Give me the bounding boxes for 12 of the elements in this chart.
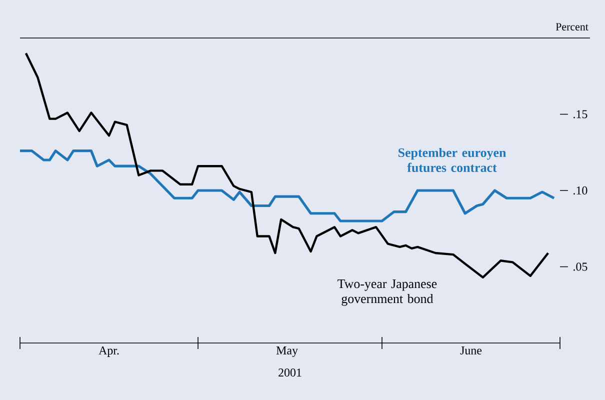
text: Two-year Japanese government bond	[338, 280, 437, 306]
y-tick-label: .10	[574, 186, 588, 195]
series-label: September euroyen futures contract	[398, 148, 506, 172]
y-axis-title: Percent	[556, 23, 588, 30]
x-tick-label: May	[276, 346, 298, 357]
x-tick-label: Apr.	[98, 346, 119, 357]
line-series	[24, 52, 550, 279]
x-axis-title: 2001	[278, 368, 302, 377]
x-tick-label: June	[460, 346, 482, 354]
line-series	[18, 150, 556, 222]
y-tick-label: .05	[574, 262, 588, 271]
y-tick-label: .15	[574, 110, 588, 118]
